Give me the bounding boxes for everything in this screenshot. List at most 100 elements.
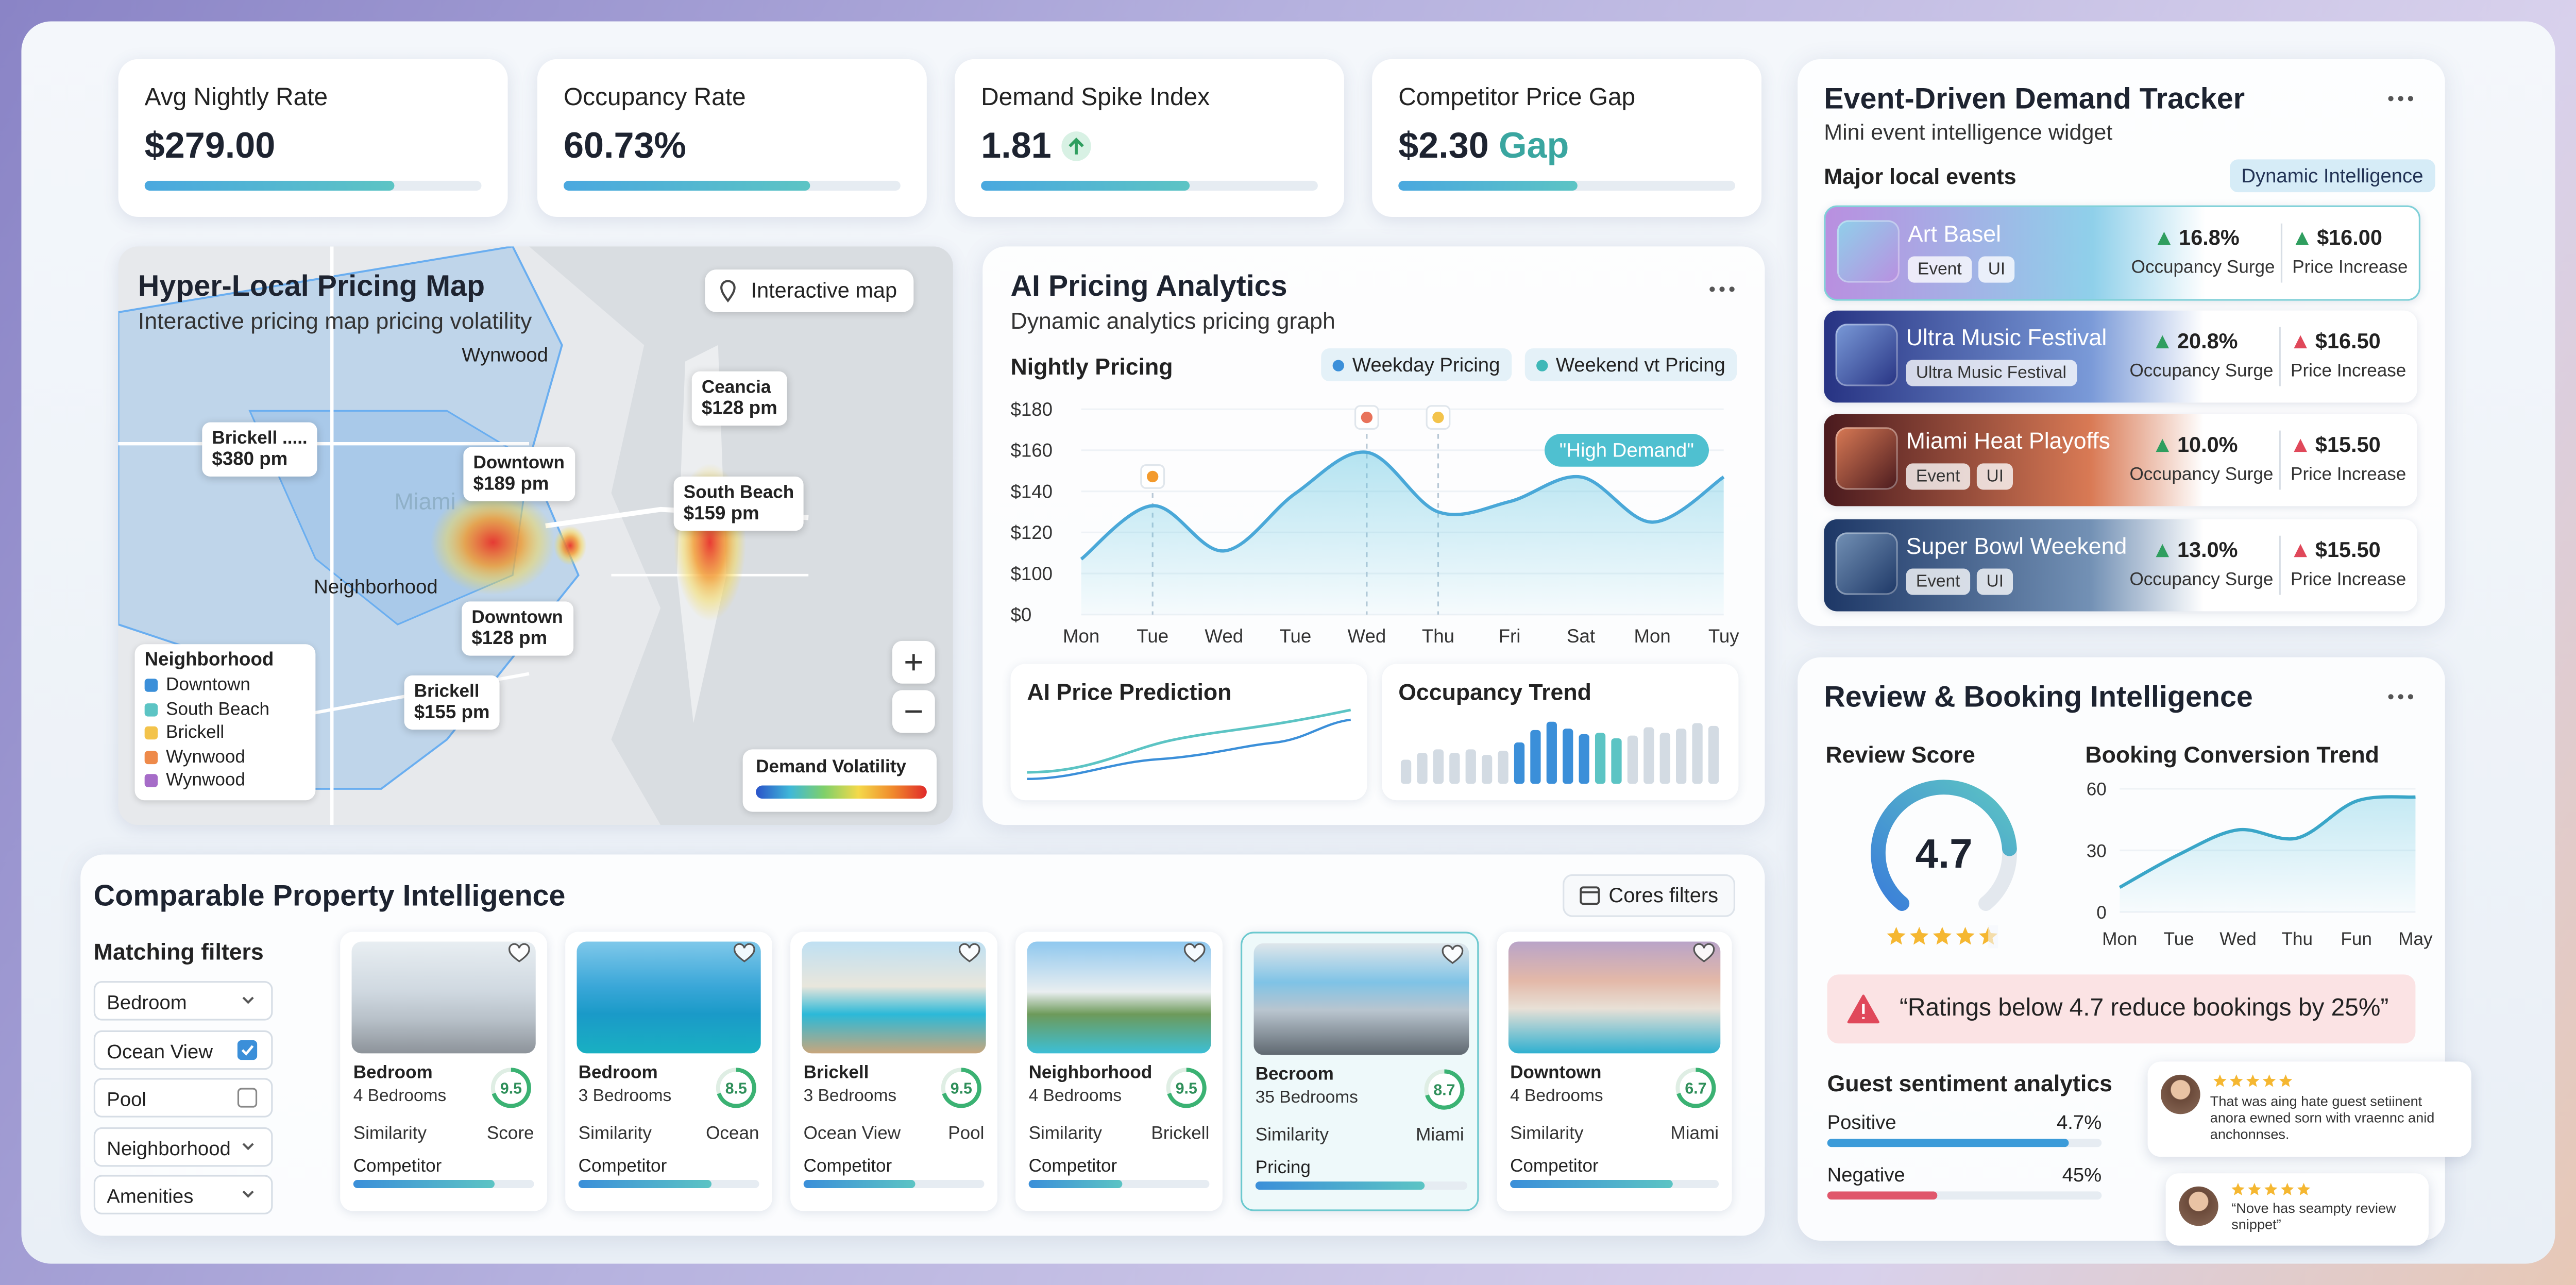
event-icon [1835,531,1898,594]
property-name: Downtown [1510,1063,1602,1083]
panel-subtitle: Mini event intelligence widget [1824,120,2113,145]
legend-chip[interactable]: Weekday Pricing [1321,348,1512,381]
volatility-label: Demand Volatility [756,757,906,777]
property-card[interactable]: Bedroom 3 Bedrooms 8.5 Similarity Ocean Compe… [565,932,773,1211]
price-pin[interactable]: Downtown $189 pm [463,447,575,501]
star-icon [1933,926,1952,945]
price-pin[interactable]: Ceancia $128 pm [691,371,787,426]
property-beds: 4 Bedrooms [1510,1086,1603,1106]
score-ring: 6.7 [1675,1068,1716,1108]
kpi-value-row: 60.73% [564,125,686,167]
occupancy-value: 13.0% [2177,536,2238,562]
price-pin[interactable]: South Beach $159 pm [673,476,804,531]
filter-control[interactable]: Amenities [93,1175,273,1214]
y-tick-label: $160 [1010,440,1053,461]
pin-price: $159 pm [683,504,759,525]
chart-legend: Weekday Pricing Weekend vt Pricing [1321,348,1737,381]
property-card[interactable]: Becroom 35 Bedrooms 8.7 Similarity Miami Pric… [1241,932,1479,1211]
zoom-out-button[interactable] [892,690,935,733]
heat-blob [553,526,587,566]
event-tag: Event [1906,567,1970,594]
filter-control[interactable]: Bedroom [93,981,273,1021]
property-image [1253,943,1469,1055]
favorite-icon[interactable] [565,932,772,981]
property-card[interactable]: Downtown 4 Bedrooms 6.7 Similarity Miami Comp… [1497,932,1732,1211]
prediction-line [1027,708,1351,774]
legend-label: Wynwood [166,771,245,791]
occupancy-bar [1514,742,1525,784]
property-card[interactable]: Bedroom 4 Bedrooms 9.5 Similarity Score Compe… [340,932,548,1211]
dot [1709,286,1715,292]
heart [1442,944,1464,964]
filter-control[interactable]: Pool [93,1078,273,1118]
event-row[interactable]: Miami Heat Playoffs Event UI 10.0% Occupancy… [1824,414,2417,506]
property-card[interactable]: Brickell 3 Bedrooms 9.5 Ocean View Pool Compe… [790,932,997,1211]
kpi-track [144,180,482,191]
zoom-in-button[interactable] [892,640,935,684]
favorite-icon[interactable] [790,932,997,981]
dot [1729,286,1735,292]
row-left-label: Similarity [1028,1124,1102,1144]
arrow [1068,138,1084,155]
price-pin[interactable]: Brickell $155 pm [404,675,500,730]
event-row[interactable]: Super Bowl Weekend Event UI 13.0% Occupancy … [1824,518,2417,611]
more-menu[interactable] [2386,690,2415,704]
kpi-label: Avg Nightly Rate [144,83,328,112]
occupancy-bar [1579,734,1589,784]
filter-control-icon [242,996,254,1004]
favorite-icon[interactable] [1242,934,1480,983]
annotation-text: "High Demand" [1559,438,1694,462]
row-right-label: Brickell [1151,1124,1210,1144]
trend-triangle [2156,438,2170,452]
price-pin[interactable]: Brickell ..... $380 pm [202,422,317,477]
similarity-score: 8.5 [725,1080,747,1097]
filter-control[interactable]: Neighborhood [93,1126,273,1166]
x-tick-label: Tue [1279,625,1311,647]
event-tags: Event UI [1906,567,2014,594]
score-ring: 9.5 [490,1068,531,1108]
occupancy-bar [1433,749,1444,784]
map-mode-button[interactable]: Interactive map [705,269,913,312]
legend-chip[interactable]: Weekend vt Pricing [1524,348,1737,381]
favorite-icon[interactable] [340,932,547,981]
event-row[interactable]: Art Basel Event UI 16.8% Occupancy Surge $16.… [1824,205,2421,301]
property-card[interactable]: Neighborhood 4 Bedrooms 9.5 Similarity Brick… [1015,932,1223,1211]
filter-label: Amenities [107,1185,194,1208]
glyph [905,654,922,671]
star-icon [2280,1182,2294,1195]
match-track [1255,1181,1468,1190]
more-menu[interactable] [2386,92,2415,106]
favorite-icon[interactable] [1015,932,1223,981]
filter-control[interactable]: Ocean View [93,1029,273,1069]
property-name: Bedroom [353,1063,433,1083]
y-tick-label: $140 [1010,481,1053,502]
pin-name: Downtown [473,453,565,474]
occupancy-trend-panel: Occupancy Trend [1382,664,1739,801]
area-label: Neighborhood [314,575,438,598]
event-icon-dot [1147,470,1159,483]
legend-swatch [144,703,158,716]
x-tick-label: Tuy [1708,625,1739,647]
calendar [1580,886,1600,905]
favorite-icon[interactable] [1497,932,1732,981]
more-menu[interactable] [1707,283,1737,296]
kpi-value: $279.00 [144,125,276,166]
prediction-line [1027,718,1351,781]
event-tag: UI [1976,567,2014,594]
price-pin[interactable]: Downtown $128 pm [462,601,573,656]
event-row[interactable]: Ultra Music Festival Ultra Music Festival… [1824,310,2417,402]
kpi-value-row: $2.30 Gap [1398,125,1569,167]
filter-label: Neighborhood [107,1136,231,1160]
pin-price: $128 pm [701,399,777,419]
kpi-value: $2.30 [1398,125,1489,166]
checkbox [237,1039,258,1059]
pricing-analytics-panel: AI Pricing Analytics Dynamic analytics pr… [982,246,1765,825]
section-title: Major local events [1824,164,2016,189]
filter-control-icon [237,1039,258,1059]
heart [733,943,755,962]
filters-button[interactable]: Cores filters [1563,874,1735,917]
row-left-label: Similarity [1255,1125,1329,1146]
y-tick-label: $180 [1010,399,1053,420]
score-ring: 9.5 [941,1068,981,1108]
star-icon [2297,1182,2311,1195]
